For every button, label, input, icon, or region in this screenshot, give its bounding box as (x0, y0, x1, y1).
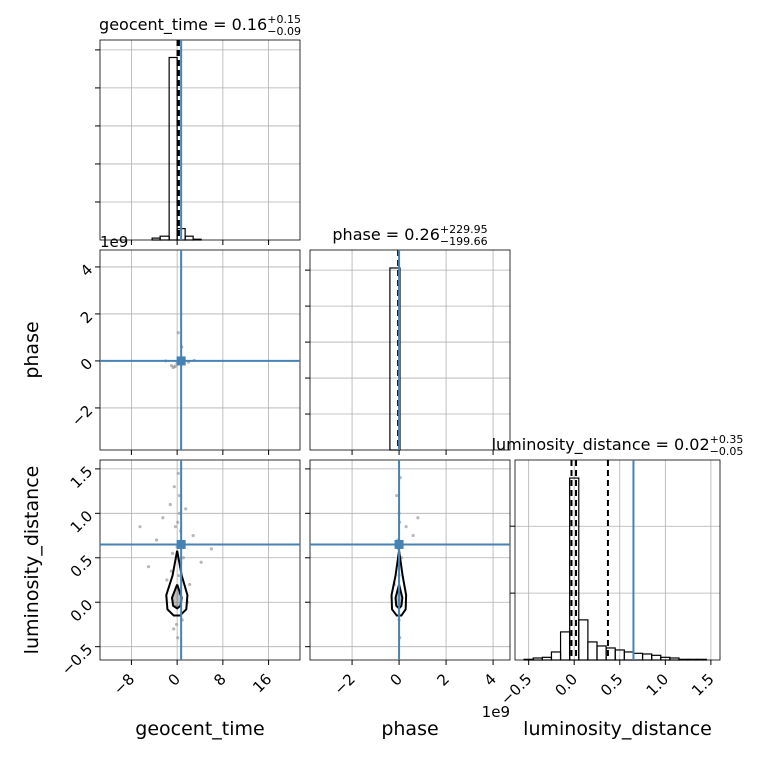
hist-bar (687, 658, 698, 661)
sample-point (191, 533, 195, 538)
y-axis-label: luminosity_distance (21, 466, 43, 655)
title-upper: +0.15 (267, 13, 301, 26)
panel-title: phase = 0.26 (332, 225, 439, 244)
x-tick-label: 1.0 (643, 670, 673, 700)
hist-bar (159, 235, 170, 241)
sample-point (171, 365, 175, 370)
x-tick-label: 1.5 (688, 670, 718, 700)
sample-point (404, 525, 408, 529)
sample-point (146, 565, 151, 569)
y-tick-label: 1.5 (67, 463, 97, 493)
x-tick-label: 8 (210, 670, 229, 689)
sample-point (174, 622, 179, 627)
hist-bar (168, 56, 178, 241)
sample-point (165, 578, 169, 582)
sample-point (172, 627, 176, 631)
x-tick-label: −2 (331, 670, 359, 698)
contour (165, 550, 189, 617)
hist-bar (669, 657, 680, 661)
x-axis-label: phase (381, 718, 438, 740)
sample-point (173, 525, 178, 529)
x-tick-label: 16 (249, 670, 275, 696)
x-tick-label: −8 (110, 670, 138, 698)
truth-marker (176, 539, 186, 549)
truth-marker (394, 539, 404, 549)
y-tick-label: 1.0 (67, 507, 97, 537)
hist-bar (550, 651, 562, 661)
x-tick-label: 4 (480, 670, 499, 689)
sample-point (161, 516, 165, 520)
hist-bar (632, 652, 644, 661)
sample-point (181, 556, 186, 560)
sample-point (395, 493, 399, 498)
panel-frame (99, 249, 301, 451)
y-tick-label: 0 (77, 355, 96, 374)
hist-bar (623, 651, 635, 661)
sample-point (154, 538, 159, 542)
hist-bar (596, 645, 607, 661)
x-offset-label: 1e9 (482, 703, 510, 721)
title-lower: −0.09 (267, 25, 301, 38)
x-tick-label: 0.5 (597, 670, 627, 700)
truth-marker (176, 356, 186, 366)
sample-point (138, 525, 142, 529)
title-lower: −0.05 (710, 445, 744, 458)
panel-frame (99, 459, 301, 661)
hist-bar (192, 238, 202, 241)
hist-bar (569, 477, 580, 661)
hist-bar (541, 656, 553, 661)
x-tick-label: 0.0 (551, 670, 581, 700)
sample-point (416, 516, 420, 520)
sample-point (173, 364, 178, 368)
y-tick-label: 4 (77, 261, 96, 280)
panel-frame (99, 39, 301, 241)
y-tick-label: −2 (68, 402, 96, 430)
title-lower: −199.66 (440, 235, 488, 248)
sample-point (188, 582, 192, 587)
panel-frame (514, 459, 721, 661)
y-tick-label: −0.5 (58, 640, 96, 678)
x-tick-label: 0 (164, 670, 183, 689)
x-tick-label: 2 (433, 670, 452, 689)
hist-bar (587, 641, 598, 661)
y-tick-label: 0.5 (67, 551, 97, 581)
sample-point (184, 507, 188, 511)
hist-bar (678, 658, 689, 661)
sample-point (177, 573, 181, 578)
hist-bar (151, 237, 161, 241)
x-tick-label: 0 (386, 670, 405, 689)
y-axis-label: phase (21, 321, 43, 378)
panel-title: geocent_time = 0.16 (99, 15, 267, 35)
sample-point (209, 547, 214, 551)
y-tick-label: 0.0 (67, 596, 97, 626)
panel-frame (309, 459, 511, 661)
y-tick-label: 2 (77, 308, 96, 327)
hist-bar (559, 631, 571, 661)
hist-bar (578, 619, 589, 661)
sample-point (168, 502, 172, 507)
hist-bar (523, 658, 534, 661)
sample-point (199, 560, 203, 564)
panel-title: luminosity_distance = 0.02 (492, 435, 710, 455)
x-axis-label: geocent_time (135, 718, 264, 740)
title-upper: +229.95 (440, 223, 488, 236)
hist-bar (696, 658, 707, 661)
hist-bar (641, 653, 653, 661)
panel-frame (309, 249, 511, 451)
sample-point (172, 485, 176, 489)
hist-bar (532, 657, 543, 661)
x-axis-label: luminosity_distance (523, 718, 712, 740)
y-offset-label: 1e9 (100, 233, 128, 251)
sample-point (411, 533, 415, 538)
sample-point (176, 636, 180, 640)
sample-point (176, 471, 180, 475)
sample-point (170, 551, 175, 555)
title-upper: +0.35 (710, 433, 744, 446)
sample-point (176, 520, 180, 524)
hist-bar (184, 235, 194, 241)
hist-bar (651, 654, 662, 661)
sample-point (176, 331, 180, 335)
